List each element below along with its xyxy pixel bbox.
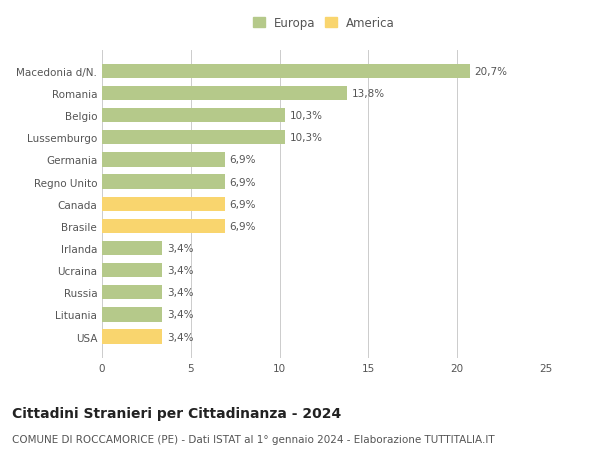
Bar (102, 285, 163, 300)
Bar (102, 330, 163, 344)
Text: 6,9%: 6,9% (229, 199, 256, 209)
Bar (102, 219, 224, 234)
Bar (102, 64, 470, 79)
Text: 3,4%: 3,4% (167, 310, 193, 320)
Bar (102, 241, 163, 256)
Text: 3,4%: 3,4% (167, 288, 193, 297)
Bar (102, 87, 347, 101)
Text: 10,3%: 10,3% (289, 111, 322, 121)
Bar (102, 175, 224, 189)
Text: 6,9%: 6,9% (229, 177, 256, 187)
Legend: Europa, America: Europa, America (251, 15, 397, 32)
Text: 3,4%: 3,4% (167, 243, 193, 253)
Text: COMUNE DI ROCCAMORICE (PE) - Dati ISTAT al 1° gennaio 2024 - Elaborazione TUTTIT: COMUNE DI ROCCAMORICE (PE) - Dati ISTAT … (12, 434, 494, 444)
Bar (102, 263, 163, 278)
Bar (102, 131, 285, 145)
Text: 20,7%: 20,7% (474, 67, 507, 77)
Text: 3,4%: 3,4% (167, 266, 193, 275)
Bar (102, 197, 224, 212)
Text: 3,4%: 3,4% (167, 332, 193, 342)
Text: 13,8%: 13,8% (352, 89, 385, 99)
Text: 10,3%: 10,3% (289, 133, 322, 143)
Text: Cittadini Stranieri per Cittadinanza - 2024: Cittadini Stranieri per Cittadinanza - 2… (12, 406, 341, 420)
Bar (102, 109, 285, 123)
Bar (102, 153, 224, 167)
Text: 6,9%: 6,9% (229, 221, 256, 231)
Bar (102, 308, 163, 322)
Text: 6,9%: 6,9% (229, 155, 256, 165)
